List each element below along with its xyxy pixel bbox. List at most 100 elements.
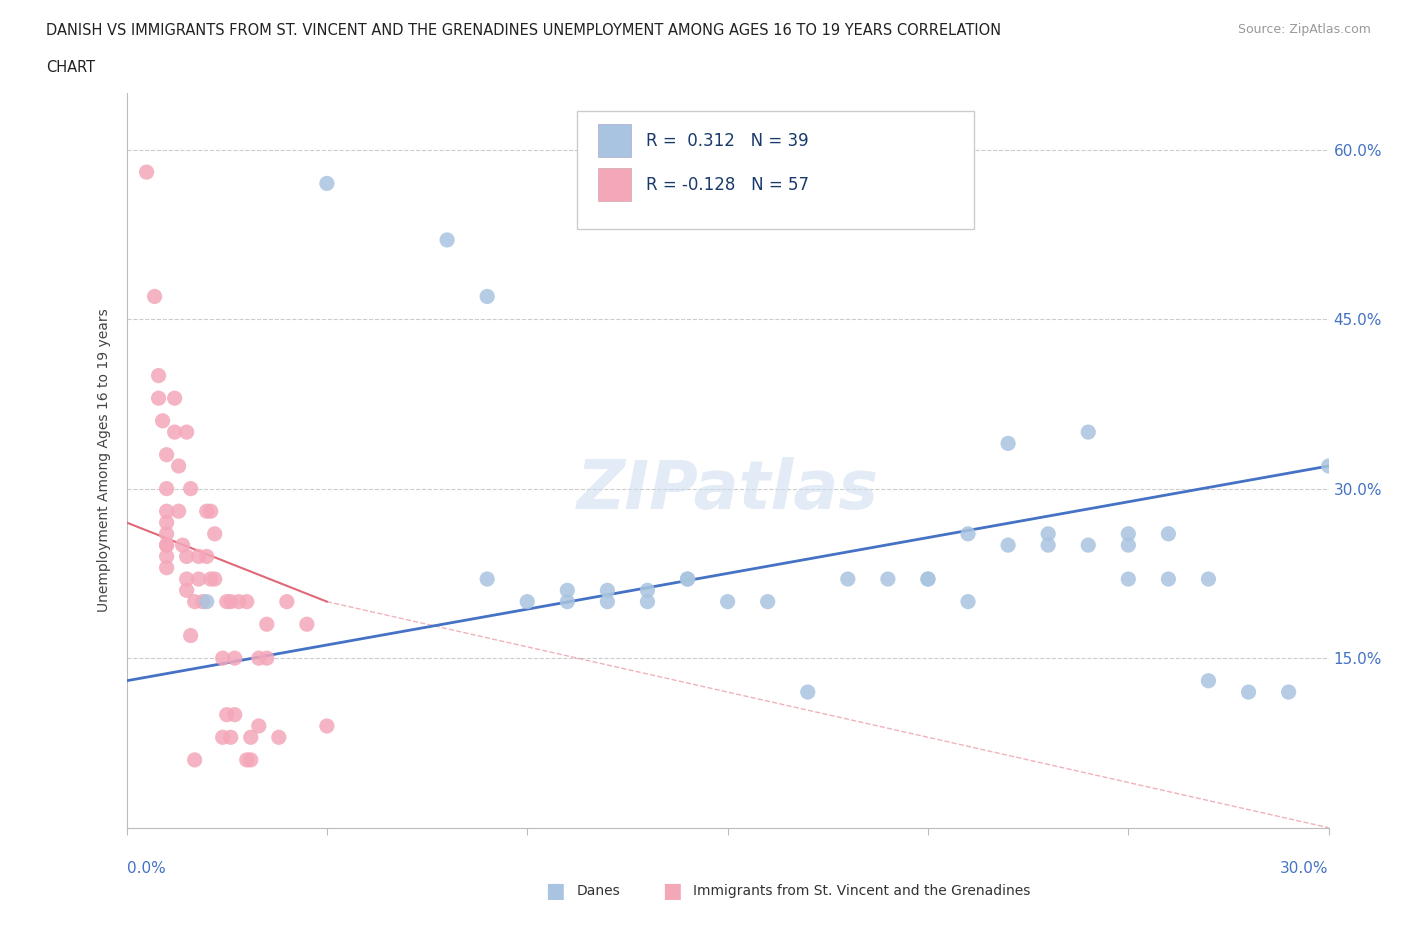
Text: Source: ZipAtlas.com: Source: ZipAtlas.com	[1237, 23, 1371, 36]
Point	[247, 719, 270, 734]
Text: ZIPatlas: ZIPatlas	[576, 457, 879, 523]
Point	[148, 368, 170, 383]
Point	[215, 594, 238, 609]
Y-axis label: Unemployment Among Ages 16 to 19 years: Unemployment Among Ages 16 to 19 years	[97, 309, 111, 612]
Point	[224, 651, 246, 666]
Point	[187, 572, 209, 587]
Point	[596, 594, 619, 609]
Point	[224, 707, 246, 722]
Point	[917, 572, 939, 587]
Point	[1277, 684, 1299, 699]
Point	[135, 165, 157, 179]
Point	[148, 391, 170, 405]
Point	[756, 594, 779, 609]
Point	[143, 289, 166, 304]
Point	[155, 504, 177, 519]
Point	[997, 538, 1019, 552]
Point	[228, 594, 250, 609]
Text: 30.0%: 30.0%	[1281, 861, 1329, 876]
Point	[1038, 538, 1060, 552]
Text: 0.0%: 0.0%	[127, 861, 166, 876]
Point	[247, 651, 270, 666]
Text: CHART: CHART	[46, 60, 96, 75]
Point	[176, 583, 198, 598]
Point	[1118, 526, 1140, 541]
Point	[1317, 458, 1340, 473]
FancyBboxPatch shape	[598, 125, 631, 157]
Point	[997, 436, 1019, 451]
Point	[676, 572, 699, 587]
Point	[276, 594, 298, 609]
Point	[219, 594, 242, 609]
Point	[155, 526, 177, 541]
Point	[1118, 572, 1140, 587]
Text: DANISH VS IMMIGRANTS FROM ST. VINCENT AND THE GRENADINES UNEMPLOYMENT AMONG AGES: DANISH VS IMMIGRANTS FROM ST. VINCENT AN…	[46, 23, 1001, 38]
Point	[167, 504, 190, 519]
Point	[172, 538, 194, 552]
Point	[155, 560, 177, 575]
Point	[1118, 538, 1140, 552]
Point	[155, 447, 177, 462]
Point	[1237, 684, 1260, 699]
Point	[557, 594, 579, 609]
Point	[155, 515, 177, 530]
Point	[295, 617, 318, 631]
Point	[235, 752, 259, 767]
Point	[956, 526, 979, 541]
Point	[956, 594, 979, 609]
Point	[716, 594, 740, 609]
Text: Immigrants from St. Vincent and the Grenadines: Immigrants from St. Vincent and the Gren…	[693, 884, 1031, 898]
Point	[195, 549, 218, 564]
Point	[1198, 572, 1220, 587]
Text: R = -0.128   N = 57: R = -0.128 N = 57	[645, 176, 808, 193]
Text: R =  0.312   N = 39: R = 0.312 N = 39	[645, 132, 808, 150]
Point	[1038, 526, 1060, 541]
Point	[676, 572, 699, 587]
Point	[877, 572, 900, 587]
FancyBboxPatch shape	[598, 168, 631, 202]
Point	[837, 572, 859, 587]
Point	[256, 617, 278, 631]
Point	[219, 730, 242, 745]
Point	[211, 730, 233, 745]
Point	[195, 594, 218, 609]
Point	[155, 549, 177, 564]
Point	[204, 526, 226, 541]
Point	[204, 572, 226, 587]
Point	[557, 583, 579, 598]
Point	[1077, 538, 1099, 552]
Text: Danes: Danes	[576, 884, 620, 898]
Point	[596, 583, 619, 598]
Point	[267, 730, 290, 745]
Point	[796, 684, 818, 699]
Point	[436, 232, 458, 247]
Point	[191, 594, 214, 609]
Point	[475, 572, 498, 587]
Point	[475, 289, 498, 304]
Point	[315, 176, 337, 191]
Point	[180, 628, 202, 643]
Point	[155, 538, 177, 552]
Point	[195, 504, 218, 519]
Point	[176, 572, 198, 587]
Point	[155, 538, 177, 552]
Point	[167, 458, 190, 473]
Text: ■: ■	[662, 881, 682, 901]
Point	[183, 594, 205, 609]
Point	[235, 594, 259, 609]
Point	[1198, 673, 1220, 688]
Point	[239, 752, 262, 767]
Point	[636, 594, 658, 609]
Point	[163, 425, 186, 440]
Point	[1077, 425, 1099, 440]
Point	[200, 572, 222, 587]
Point	[211, 651, 233, 666]
Point	[256, 651, 278, 666]
Point	[183, 752, 205, 767]
Point	[163, 391, 186, 405]
Point	[176, 425, 198, 440]
Point	[200, 504, 222, 519]
Point	[315, 719, 337, 734]
Point	[1157, 526, 1180, 541]
Point	[152, 413, 174, 428]
